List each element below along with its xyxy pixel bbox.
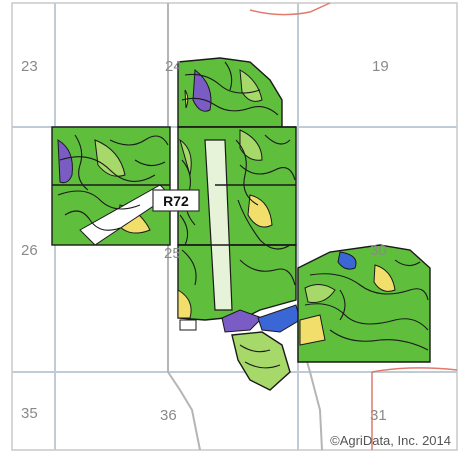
section-number-31: 31: [370, 407, 387, 424]
section-number-24: 24: [165, 58, 182, 75]
soil-polygons: [51, 57, 431, 391]
soil-purple-central: [221, 309, 263, 333]
soil-strip-white: [204, 139, 233, 311]
county-line: [249, 2, 458, 450]
section-number-36: 36: [160, 407, 177, 424]
soil-purple-west: [57, 139, 73, 184]
section-number-26: 26: [21, 242, 38, 259]
soil-block-central: [177, 126, 297, 246]
section-number-35: 35: [21, 405, 38, 422]
section-number-19: 19: [372, 58, 389, 75]
soil-blue-central: [257, 304, 301, 333]
route-label-box: R72: [152, 189, 200, 212]
section-number-30: 30: [370, 242, 387, 259]
copyright-credit: ©AgriData, Inc. 2014: [330, 433, 451, 448]
soil-block-south: [231, 331, 291, 391]
section-number-23: 23: [21, 58, 38, 75]
section-number-25: 25: [164, 245, 181, 262]
route-label: R72: [163, 193, 189, 209]
